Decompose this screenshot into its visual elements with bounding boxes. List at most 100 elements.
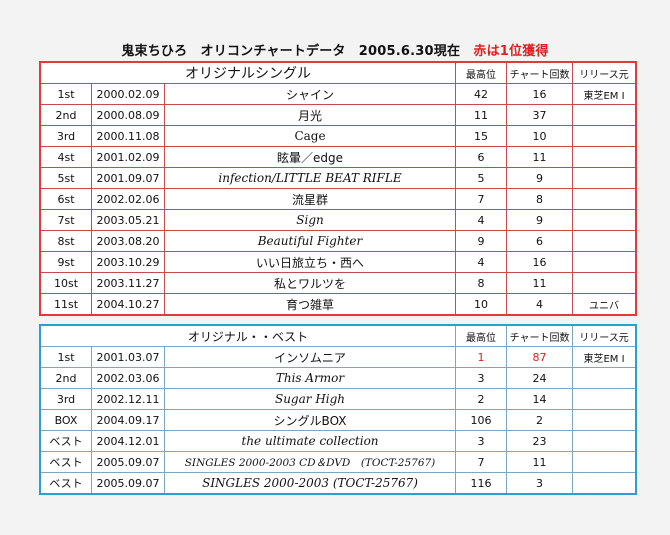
- peak-cell: 6: [455, 146, 508, 168]
- table-row: 1st 2001.03.07 インソムニア 1 87 東芝EM I: [40, 346, 637, 368]
- label-cell: [572, 472, 637, 494]
- rank-cell: 2nd: [40, 367, 92, 389]
- table-row: 2nd 2002.03.06 This Armor 3 24: [40, 367, 637, 389]
- peak-cell: 7: [455, 451, 508, 473]
- label-cell: [572, 188, 637, 210]
- title-cell: SINGLES 2000-2003 (TOCT-25767): [163, 472, 457, 494]
- singles-header-row: オリジナルシングル 最高位 チャート回数 リリース元: [39, 62, 637, 84]
- date-cell: 2003.11.27: [91, 272, 165, 294]
- rank-cell: 1st: [40, 346, 92, 368]
- weeks-cell: 14: [506, 388, 574, 410]
- singles-section-title: オリジナルシングル: [39, 62, 457, 84]
- rank-cell: 6st: [40, 188, 92, 210]
- rank-cell: BOX: [40, 409, 92, 431]
- peak-cell: 15: [455, 125, 508, 147]
- date-cell: 2004.09.17: [91, 409, 165, 431]
- best-section-title: オリジナル・・ベスト: [39, 325, 457, 347]
- weeks-cell: 16: [506, 251, 574, 273]
- peak-cell: 4: [455, 209, 508, 231]
- rank-cell: 10st: [40, 272, 92, 294]
- date-cell: 2002.03.06: [91, 367, 165, 389]
- date-cell: 2002.02.06: [91, 188, 165, 210]
- weeks-cell: 6: [506, 230, 574, 252]
- table-row: 11st 2004.10.27 育つ雑草 10 4 ユニバ: [40, 293, 637, 315]
- table-row: ベスト 2005.09.07 SINGLES 2000-2003 CD＆DVD …: [40, 451, 637, 473]
- rank-cell: 8st: [40, 230, 92, 252]
- weeks-cell: 2: [506, 409, 574, 431]
- weeks-cell: 10: [506, 125, 574, 147]
- singles-col-weeks: チャート回数: [506, 62, 574, 84]
- label-cell: [572, 146, 637, 168]
- label-cell: ユニバ: [572, 293, 637, 315]
- label-cell: [572, 409, 637, 431]
- table-row: 3rd 2002.12.11 Sugar High 2 14: [40, 388, 637, 410]
- weeks-cell: 11: [506, 272, 574, 294]
- title-cell: This Armor: [163, 367, 457, 389]
- rank-cell: ベスト: [40, 451, 92, 473]
- weeks-cell: 23: [506, 430, 574, 452]
- date-cell: 2001.02.09: [91, 146, 165, 168]
- title-cell: Cage: [163, 125, 457, 147]
- singles-table: オリジナルシングル 最高位 チャート回数 リリース元 1st 2000.02.0…: [38, 61, 638, 316]
- page-title-main: 鬼束ちひろ オリコンチャートデータ 2005.6.30現在: [121, 44, 461, 59]
- label-cell: [572, 209, 637, 231]
- table-row: 9st 2003.10.29 いい日旅立ち・西へ 4 16: [40, 251, 637, 273]
- table-row: 4st 2001.02.09 眩暈／edge 6 11: [40, 146, 637, 168]
- peak-cell: 7: [455, 188, 508, 210]
- peak-cell: 116: [455, 472, 508, 494]
- table-row: ベスト 2004.12.01 the ultimate collection 3…: [40, 430, 637, 452]
- title-cell: Sign: [163, 209, 457, 231]
- peak-cell: 8: [455, 272, 508, 294]
- table-row: 10st 2003.11.27 私とワルツを 8 11: [40, 272, 637, 294]
- title-cell: シングルBOX: [163, 409, 457, 431]
- title-cell: SINGLES 2000-2003 CD＆DVD (TOCT-25767): [163, 451, 457, 473]
- page-title: 鬼束ちひろ オリコンチャートデータ 2005.6.30現在 赤は1位獲得: [0, 40, 670, 59]
- peak-cell: 10: [455, 293, 508, 315]
- date-cell: 2000.11.08: [91, 125, 165, 147]
- singles-col-peak: 最高位: [455, 62, 508, 84]
- label-cell: 東芝EM I: [572, 83, 637, 105]
- weeks-cell: 8: [506, 188, 574, 210]
- rank-cell: 9st: [40, 251, 92, 273]
- weeks-cell: 11: [506, 451, 574, 473]
- peak-cell: 3: [455, 367, 508, 389]
- peak-cell: 4: [455, 251, 508, 273]
- peak-cell: 2: [455, 388, 508, 410]
- label-cell: 東芝EM I: [572, 346, 637, 368]
- label-cell: [572, 272, 637, 294]
- weeks-cell: 4: [506, 293, 574, 315]
- peak-cell: 11: [455, 104, 508, 126]
- date-cell: 2000.02.09: [91, 83, 165, 105]
- label-cell: [572, 167, 637, 189]
- rank-cell: 4st: [40, 146, 92, 168]
- weeks-cell: 37: [506, 104, 574, 126]
- date-cell: 2000.08.09: [91, 104, 165, 126]
- label-cell: [572, 388, 637, 410]
- date-cell: 2001.09.07: [91, 167, 165, 189]
- title-cell: 眩暈／edge: [163, 146, 457, 168]
- title-cell: Beautiful Fighter: [163, 230, 457, 252]
- rank-cell: 3rd: [40, 125, 92, 147]
- peak-cell: 42: [455, 83, 508, 105]
- weeks-cell: 87: [506, 346, 574, 368]
- peak-cell: 3: [455, 430, 508, 452]
- date-cell: 2004.10.27: [91, 293, 165, 315]
- table-row: BOX 2004.09.17 シングルBOX 106 2: [40, 409, 637, 431]
- table-row: 1st 2000.02.09 シャイン 42 16 東芝EM I: [40, 83, 637, 105]
- date-cell: 2003.05.21: [91, 209, 165, 231]
- date-cell: 2002.12.11: [91, 388, 165, 410]
- label-cell: [572, 230, 637, 252]
- best-table: オリジナル・・ベスト 最高位 チャート回数 リリース元 1st 2001.03.…: [38, 324, 638, 495]
- label-cell: [572, 104, 637, 126]
- label-cell: [572, 125, 637, 147]
- best-header-row: オリジナル・・ベスト 最高位 チャート回数 リリース元: [39, 325, 637, 347]
- label-cell: [572, 367, 637, 389]
- rank-cell: 7st: [40, 209, 92, 231]
- rank-cell: 1st: [40, 83, 92, 105]
- table-row: ベスト 2005.09.07 SINGLES 2000-2003 (TOCT-2…: [40, 472, 637, 494]
- table-row: 8st 2003.08.20 Beautiful Fighter 9 6: [40, 230, 637, 252]
- weeks-cell: 3: [506, 472, 574, 494]
- table-row: 3rd 2000.11.08 Cage 15 10: [40, 125, 637, 147]
- table-row: 2nd 2000.08.09 月光 11 37: [40, 104, 637, 126]
- weeks-cell: 9: [506, 209, 574, 231]
